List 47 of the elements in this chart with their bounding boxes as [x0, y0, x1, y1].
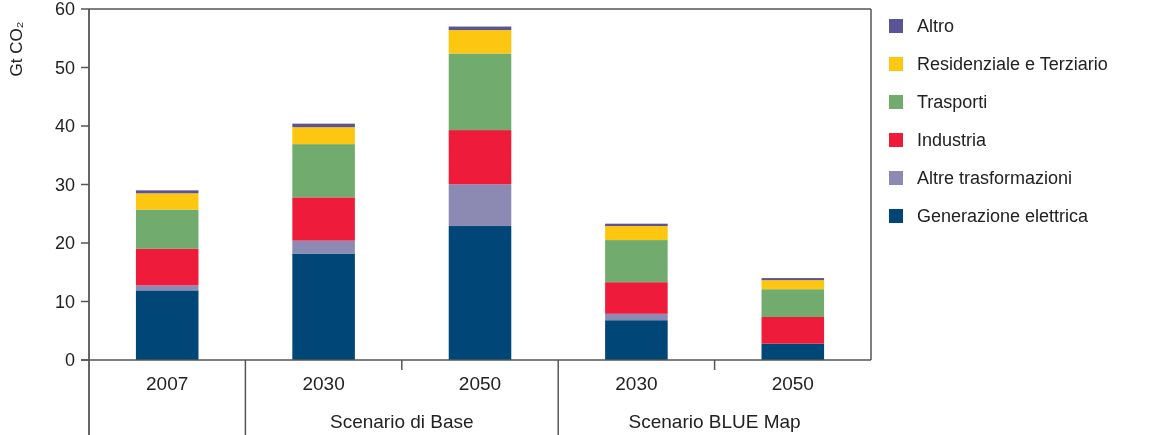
bar [605, 226, 668, 241]
y-tick-label: 0 [64, 350, 75, 371]
legend-label: Residenziale e Terziario [917, 54, 1108, 75]
bar [448, 53, 512, 131]
bar [761, 317, 825, 344]
bar [448, 30, 512, 54]
x-tick-label: 2030 [615, 373, 658, 394]
y-axis-title: Gt CO₂ [7, 21, 26, 77]
x-tick-label: 2007 [146, 373, 189, 394]
bar [292, 197, 355, 241]
y-tick-label: 50 [54, 57, 75, 78]
bar [292, 240, 355, 254]
bar [761, 289, 825, 317]
y-tick-label: 10 [54, 291, 75, 312]
y-tick-label: 30 [54, 174, 75, 195]
bar [605, 313, 668, 321]
bar [292, 144, 355, 198]
bar [761, 278, 825, 281]
bar [292, 253, 355, 360]
legend-label: Altre trasformazioni [917, 168, 1073, 189]
x-tick-label: 2050 [771, 373, 814, 394]
bar [135, 209, 199, 249]
y-tick-label: 40 [54, 116, 75, 137]
bar [448, 184, 512, 227]
bar [135, 193, 199, 210]
bar [761, 343, 825, 360]
bar [448, 130, 512, 185]
bar [761, 280, 825, 290]
bar [135, 248, 199, 286]
legend-label: Altro [917, 16, 955, 37]
text: Scenario BLUE Map [628, 411, 801, 432]
x-tick-label: 2050 [458, 373, 502, 394]
bar [135, 290, 199, 360]
text: Scenario di Base [329, 411, 474, 432]
bar [135, 190, 199, 194]
bar [605, 240, 668, 283]
y-tick-label: 20 [54, 233, 75, 254]
legend-label: Generazione elettrica [917, 206, 1090, 227]
bar [448, 226, 512, 360]
y-tick-label: 60 [54, 0, 75, 20]
bar [605, 282, 668, 314]
legend-label: Trasporti [917, 92, 988, 113]
x-tick-label: 2030 [302, 373, 345, 394]
bar [292, 127, 355, 145]
bar [605, 320, 668, 360]
legend-label: Industria [917, 130, 988, 151]
bar [135, 285, 199, 291]
